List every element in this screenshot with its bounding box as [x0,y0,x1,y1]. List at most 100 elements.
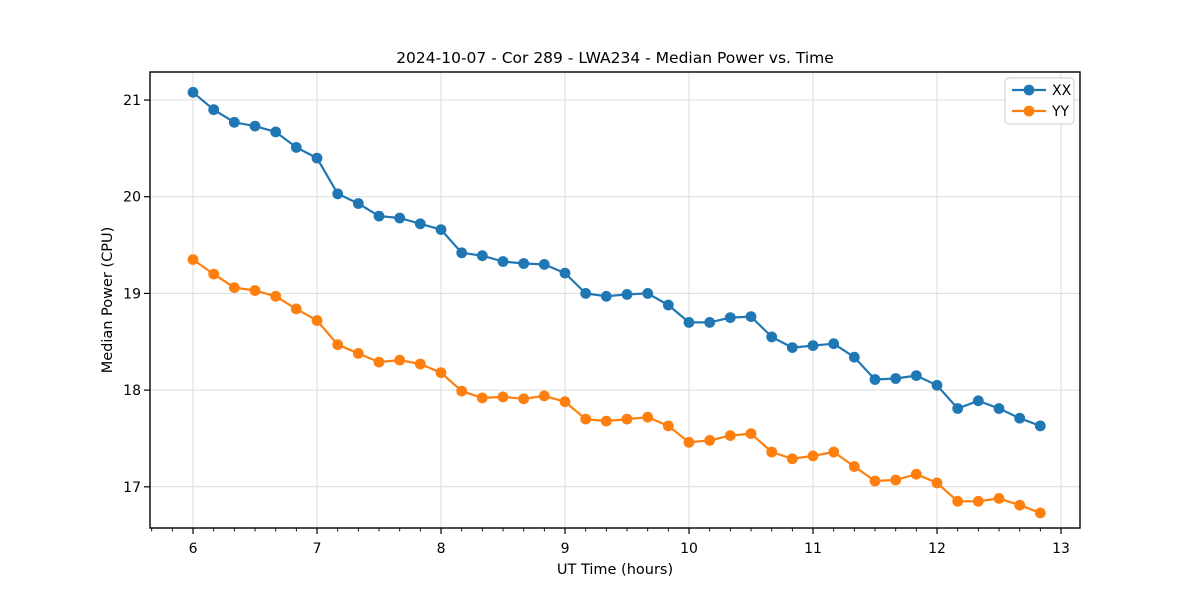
x-axis-label: UT Time (hours) [556,562,674,578]
legend-xx-marker [1023,84,1035,96]
series-yy-marker [766,446,778,458]
series-xx-marker [249,120,261,132]
series-xx-marker [704,317,716,328]
series-xx-marker [600,290,612,302]
series-xx-marker [931,379,943,391]
series-yy-marker [559,396,571,408]
series-yy-marker [642,411,654,423]
series-xx-marker [952,403,964,414]
series-yy-marker [890,474,902,486]
series-yy-marker [1034,507,1046,519]
series-yy-marker [931,477,943,489]
series-xx-marker [311,152,323,164]
series-yy-marker [311,315,323,326]
series-yy-marker [952,495,964,507]
series-xx-marker [559,267,571,279]
series-xx-marker [766,331,778,343]
series-yy-marker [724,430,736,441]
y-tick-label: 18 [123,383,141,399]
x-tick-label: 6 [189,541,198,557]
series-yy-marker [373,356,385,368]
series-xx-marker [208,104,220,116]
series-yy-marker [621,413,633,425]
series-xx-marker [807,340,819,351]
x-tick-label: 9 [561,541,570,557]
x-tick-label: 13 [1052,541,1070,557]
series-xx-marker [435,224,447,236]
series-xx-marker [993,403,1005,414]
series-yy-marker [972,495,984,507]
series-yy-marker [786,453,798,465]
x-tick-label: 11 [804,541,822,557]
series-yy-marker [910,468,922,480]
series-yy-marker [290,303,302,315]
series-yy-marker [580,413,592,425]
series-yy-marker [497,391,509,403]
axes-frame [149,71,1081,529]
series-yy-marker [1014,499,1026,511]
series-yy-marker [352,348,364,359]
series-yy-marker [683,436,695,448]
series-yy-marker [518,393,530,405]
series-yy-marker [270,290,282,302]
series-yy-marker [848,461,860,472]
series-yy-marker [807,450,819,462]
series-yy-marker [600,415,612,427]
series-xx-marker [332,188,344,200]
series-yy-marker [993,493,1005,504]
series-yy-marker [745,428,757,439]
series-xx-marker [580,288,592,299]
series-xx-marker [683,317,695,328]
series-yy-marker [208,268,220,280]
series-yy-marker [435,367,447,379]
series-xx-marker [828,338,840,350]
series-xx-marker [518,258,530,269]
series-yy-marker [414,358,426,370]
series-xx-marker [621,289,633,300]
series-xx-marker [848,351,860,363]
series-xx-marker [538,259,550,270]
series-xx-marker [786,342,798,353]
series-yy-marker [662,420,674,432]
series-xx-marker [373,210,385,222]
series-xx-marker [270,126,282,138]
series-xx-marker [910,370,922,381]
series-xx-marker [1014,412,1026,424]
series-yy-marker [538,390,550,402]
series-yy-marker [476,392,488,404]
series-xx-marker [394,212,406,224]
x-tick-label: 10 [680,541,698,557]
legend-xx-label: XX [1052,83,1072,99]
series-xx-marker [352,198,364,209]
y-tick-label: 19 [123,286,141,302]
series-yy-marker [332,339,344,351]
series-xx-marker [456,247,468,259]
x-tick-label: 12 [928,541,946,557]
series-xx-marker [497,256,509,267]
y-axis-label: Median Power (CPU) [100,226,116,374]
series-xx-marker [414,218,426,230]
x-tick-label: 7 [313,541,322,557]
series-xx-marker [290,142,302,153]
x-tick-label: 8 [437,541,446,557]
series-yy-marker [187,254,199,265]
series-yy-marker [828,446,840,458]
series-xx-marker [724,312,736,323]
series-xx-marker [972,395,984,407]
series-xx-marker [745,311,757,322]
series-xx-marker [187,86,199,98]
series-xx-marker [228,116,240,128]
series-xx-marker [642,288,654,299]
series-yy-marker [249,285,261,296]
series-yy-marker [456,385,468,397]
series-yy-marker [394,354,406,366]
legend-yy-label: YY [1051,104,1070,120]
series-xx-marker [890,373,902,384]
series-xx-marker [662,299,674,311]
series-xx-marker [476,250,488,262]
series-yy-marker [704,435,716,446]
series-xx-marker [1034,420,1046,432]
y-tick-label: 21 [123,93,141,109]
series-yy-marker [869,475,881,487]
